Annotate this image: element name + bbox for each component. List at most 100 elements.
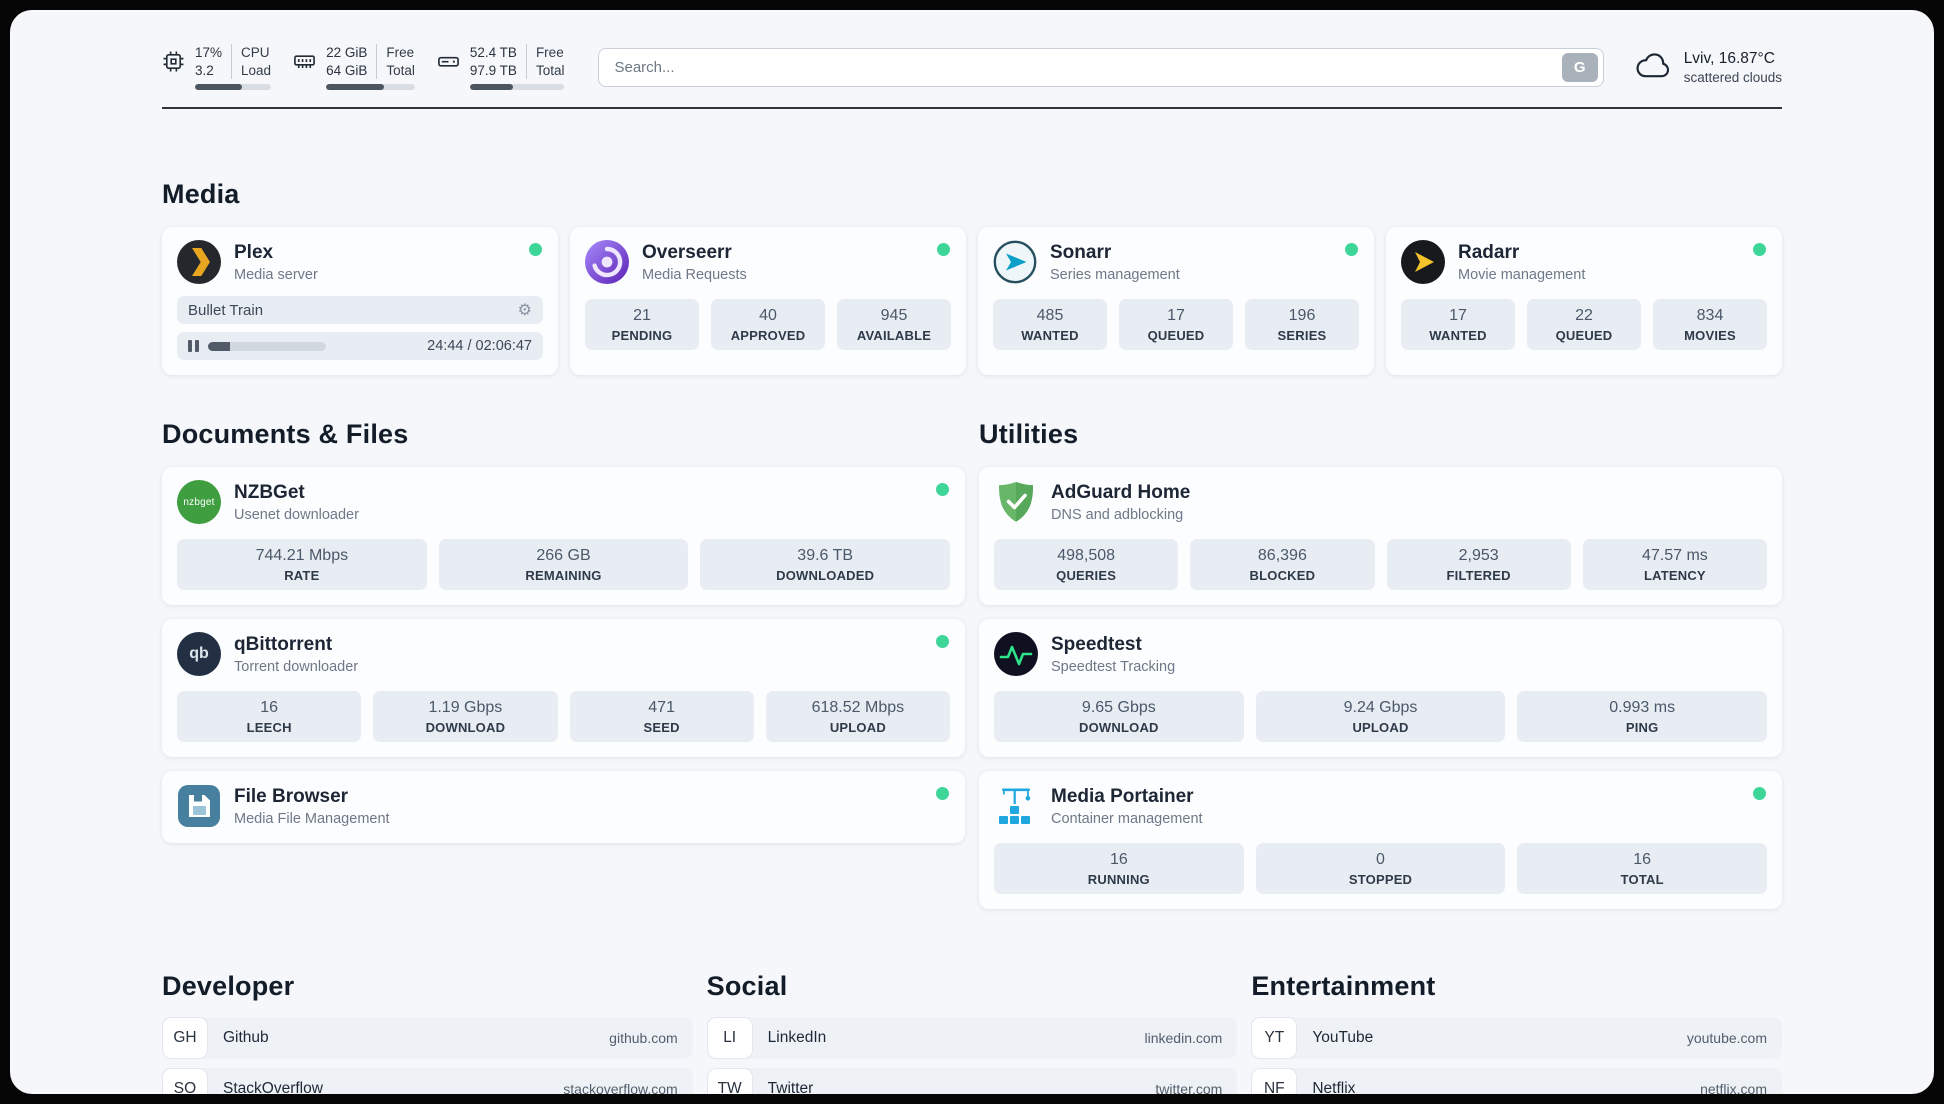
status-dot xyxy=(936,787,949,801)
stat-filtered: 2,953 FILTERED xyxy=(1386,539,1571,591)
service-subtitle: DNS and adblocking xyxy=(1051,506,1184,523)
section-title-entertainment: Entertainment xyxy=(1251,971,1436,1002)
load-label: Load xyxy=(241,62,272,78)
stat-upload: 618.52 Mbps UPLOAD xyxy=(765,691,950,743)
service-card-adguard[interactable]: AdGuard Home DNS and adblocking 498,508 … xyxy=(979,467,1782,606)
section-media: Media Plex Media server Bullet Train ⚙ xyxy=(162,179,1782,376)
status-dot xyxy=(936,483,949,497)
service-card-sonarr[interactable]: Sonarr Series management 485 WANTED 17 Q… xyxy=(978,227,1374,376)
service-subtitle: Media Requests xyxy=(642,266,747,283)
disk-free-label: Free xyxy=(535,45,564,60)
bookmark-abbr: TW xyxy=(706,1068,753,1094)
bookmark-domain: twitter.com xyxy=(1155,1081,1223,1094)
service-card-portainer[interactable]: Media Portainer Container management 16 … xyxy=(979,771,1782,910)
stat-available: 945 AVAILABLE xyxy=(837,299,951,351)
bookmark-domain: youtube.com xyxy=(1686,1030,1767,1047)
service-card-overseerr[interactable]: Overseerr Media Requests 21 PENDING 40 A… xyxy=(570,227,966,376)
weather-widget: Lviv, 16.87°C scattered clouds xyxy=(1634,50,1782,85)
bookmark-domain: netflix.com xyxy=(1700,1081,1767,1094)
memory-progress-fill xyxy=(326,84,384,91)
service-name: qBittorrent xyxy=(234,633,333,655)
bookmark-stackoverflow[interactable]: SO StackOverflow stackoverflow.com xyxy=(162,1068,693,1094)
section-title-documents: Documents & Files xyxy=(162,419,409,450)
cpu-load-value: 3.2 xyxy=(195,62,214,78)
service-card-speedtest[interactable]: Speedtest Speedtest Tracking 9.65 Gbps D… xyxy=(979,619,1782,758)
section-title-media: Media xyxy=(162,179,240,210)
disk-icon xyxy=(437,50,463,73)
service-subtitle: Media File Management xyxy=(234,810,390,827)
bookmark-name: Twitter xyxy=(767,1080,814,1094)
stat-seed: 471 SEED xyxy=(569,691,754,743)
gear-icon[interactable]: ⚙ xyxy=(517,300,532,320)
playback-progress-fill xyxy=(208,341,231,351)
status-dot xyxy=(936,635,949,649)
nzbget-icon: nzbget xyxy=(177,480,221,525)
service-name: Plex xyxy=(234,241,274,263)
service-card-filebrowser[interactable]: File Browser Media File Management xyxy=(162,771,965,844)
bookmark-group-social: Social LI LinkedIn linkedin.com TW Twitt… xyxy=(706,971,1238,1094)
bookmark-twitter[interactable]: TW Twitter twitter.com xyxy=(706,1068,1238,1094)
playback-progress[interactable] xyxy=(208,341,326,351)
stat-ping: 0.993 ms PING xyxy=(1517,691,1768,743)
service-card-nzbget[interactable]: nzbget NZBGet Usenet downloader 744.21 M… xyxy=(162,467,965,606)
stat-wanted: 17 WANTED xyxy=(1401,299,1515,351)
service-name: Sonarr xyxy=(1050,241,1112,263)
stat-wanted: 485 WANTED xyxy=(993,299,1107,351)
stat-running: 16 RUNNING xyxy=(994,843,1244,895)
stat-stopped: 0 STOPPED xyxy=(1255,843,1506,895)
bookmark-name: LinkedIn xyxy=(767,1029,827,1047)
speedtest-icon xyxy=(994,632,1038,677)
service-card-qbittorrent[interactable]: qb qBittorrent Torrent downloader 16 LEE… xyxy=(162,619,965,758)
bookmark-group-entertainment: Entertainment YT YouTube youtube.com NF … xyxy=(1251,971,1782,1094)
disk-progress-fill xyxy=(469,84,514,91)
status-dot xyxy=(1753,787,1766,801)
bookmark-abbr: GH xyxy=(162,1017,208,1060)
stat-downloaded: 39.6 TB DOWNLOADED xyxy=(700,539,951,591)
plex-icon xyxy=(177,240,221,285)
header-divider xyxy=(162,107,1782,110)
section-title-developer: Developer xyxy=(162,971,295,1002)
now-playing-row: Bullet Train ⚙ xyxy=(177,296,543,325)
bookmark-domain: linkedin.com xyxy=(1144,1030,1223,1047)
bookmark-linkedin[interactable]: LI LinkedIn linkedin.com xyxy=(706,1017,1238,1060)
memory-total-value: 64 GiB xyxy=(326,62,368,78)
service-name: Radarr xyxy=(1458,241,1520,263)
adguard-icon xyxy=(994,480,1038,524)
stat-queued: 17 QUEUED xyxy=(1119,299,1233,351)
bookmark-group-developer: Developer GH Github github.com SO StackO… xyxy=(162,971,693,1094)
playback-row: 24:44 / 02:06:47 xyxy=(177,332,543,361)
memory-total-label: Total xyxy=(386,62,415,78)
memory-icon xyxy=(293,50,319,73)
disk-total-value: 97.9 TB xyxy=(469,62,517,78)
memory-free-label: Free xyxy=(386,45,415,60)
bookmark-domain: github.com xyxy=(609,1030,678,1047)
search-input[interactable] xyxy=(614,58,1562,76)
cpu-progress-bar xyxy=(195,84,272,91)
search-provider-button[interactable]: G xyxy=(1561,52,1598,82)
service-card-plex[interactable]: Plex Media server Bullet Train ⚙ 24:44 /… xyxy=(162,227,558,376)
service-name: Media Portainer xyxy=(1051,785,1194,807)
radarr-icon xyxy=(1401,240,1445,285)
disk-widget: 52.4 TB 97.9 TB Free Total xyxy=(437,44,565,91)
bookmark-github[interactable]: GH Github github.com xyxy=(162,1017,693,1060)
service-card-radarr[interactable]: Radarr Movie management 17 WANTED 22 QUE… xyxy=(1386,227,1782,376)
bookmark-domain: stackoverflow.com xyxy=(563,1081,678,1094)
stat-rate: 744.21 Mbps RATE xyxy=(177,539,427,591)
bookmark-netflix[interactable]: NF Netflix netflix.com xyxy=(1251,1068,1782,1094)
service-subtitle: Speedtest Tracking xyxy=(1051,658,1176,675)
weather-location-temp: Lviv, 16.87°C xyxy=(1683,49,1775,67)
cpu-percent: 17% xyxy=(195,45,223,60)
bookmark-abbr: NF xyxy=(1251,1068,1298,1094)
overseerr-icon xyxy=(585,240,629,285)
bookmark-youtube[interactable]: YT YouTube youtube.com xyxy=(1251,1017,1782,1060)
bookmark-name: YouTube xyxy=(1312,1029,1374,1047)
cpu-label: CPU xyxy=(241,45,270,60)
service-subtitle: Torrent downloader xyxy=(234,658,359,675)
cpu-progress-fill xyxy=(195,84,243,91)
disk-total-label: Total xyxy=(535,62,565,78)
memory-widget: 22 GiB 64 GiB Free Total xyxy=(293,44,415,91)
pause-button[interactable] xyxy=(188,340,199,353)
bookmark-name: Netflix xyxy=(1312,1080,1356,1094)
section-utilities: Utilities AdGuard Home DNS and adblockin… xyxy=(979,419,1782,910)
